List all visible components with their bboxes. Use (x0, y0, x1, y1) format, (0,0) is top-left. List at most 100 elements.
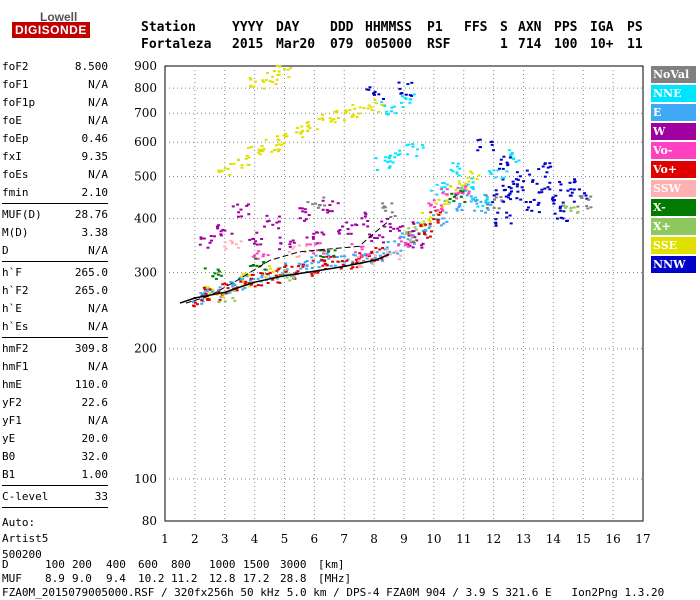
data-point-sse (335, 111, 339, 114)
data-point-vo- (261, 255, 265, 258)
data-point-w (325, 209, 329, 211)
data-point-sse (427, 218, 431, 221)
data-point-ssw (230, 241, 234, 244)
param-name: B1 (2, 468, 16, 481)
data-point-e (192, 301, 195, 304)
data-point-vo- (436, 219, 440, 222)
data-point-w (375, 237, 379, 240)
data-point-nne (374, 157, 378, 160)
data-point-vo- (461, 192, 465, 195)
data-point-x- (217, 300, 221, 303)
y-tick-label: 200 (134, 342, 157, 356)
data-point-x- (414, 228, 418, 231)
data-point-x- (211, 275, 215, 278)
data-point-e (305, 264, 309, 267)
data-point-nne (510, 151, 514, 154)
param-value: 20.0 (81, 432, 109, 445)
x-tick-label: 8 (370, 532, 378, 546)
data-point-vo- (283, 266, 287, 268)
data-point-x- (262, 261, 266, 263)
data-point-ssw (229, 239, 233, 242)
data-point-w (316, 231, 320, 234)
data-point-vo- (297, 265, 300, 268)
data-point-vo- (355, 262, 359, 264)
data-point-ssw (239, 240, 243, 243)
data-point-x- (214, 277, 218, 280)
data-point-vo- (457, 191, 461, 194)
param-separator (2, 507, 108, 508)
data-point-vo- (200, 299, 204, 302)
data-point-nnw (511, 180, 515, 183)
data-point-w (311, 236, 315, 238)
data-point-vo- (359, 253, 363, 256)
param-name: foF2 (2, 60, 29, 73)
data-point-e (455, 209, 459, 212)
header-value-pps: 100 (554, 37, 578, 52)
data-point-nnw (498, 167, 501, 170)
data-point-ssw (389, 253, 393, 256)
data-point-w (312, 237, 315, 240)
data-point-w (363, 215, 367, 218)
footer-muf-value: 8.9 (45, 572, 65, 585)
data-point-w (199, 237, 203, 240)
data-point-ssw (223, 245, 227, 248)
data-point-e (346, 258, 350, 261)
data-point-vo- (256, 284, 260, 287)
data-point-nne (441, 182, 445, 184)
data-point-nne (455, 171, 459, 174)
data-point-vo- (271, 278, 275, 281)
data-point-sse (428, 220, 432, 223)
data-point-nne (463, 189, 467, 192)
data-point-nnw (503, 188, 507, 191)
header-label-ffs: FFS (464, 20, 488, 35)
data-point-nne (388, 155, 392, 158)
data-point-vo- (398, 237, 402, 240)
data-point-w (328, 204, 332, 206)
data-point-vo- (339, 267, 343, 270)
data-point-w (298, 217, 302, 220)
data-point-sse (355, 116, 359, 119)
data-point-e (417, 232, 421, 234)
data-point-w (411, 221, 415, 224)
data-point-nnw (489, 141, 493, 143)
header-value-hhmmss: 005000 (365, 37, 412, 52)
data-point-w (412, 230, 416, 232)
data-point-e (314, 254, 318, 257)
data-point-nne (394, 112, 398, 115)
data-point-sse (272, 70, 276, 72)
data-point-sse (344, 110, 348, 113)
data-point-x- (217, 270, 221, 273)
data-point-sse (264, 79, 268, 81)
param-name: h`F (2, 266, 22, 279)
data-point-x- (565, 205, 569, 208)
data-point-nnw (408, 94, 412, 97)
data-point-e (439, 224, 443, 227)
data-point-sse (466, 176, 470, 179)
trace-line (179, 253, 390, 304)
data-point-nnw (368, 86, 372, 89)
param-value: 265.0 (74, 266, 108, 279)
data-point-w (231, 205, 235, 208)
data-point-sse (278, 65, 282, 68)
data-point-nnw (566, 219, 569, 222)
data-point-e (480, 209, 484, 212)
data-point-ssw (292, 245, 296, 248)
x-tick-label: 4 (251, 532, 259, 546)
data-point-sse (351, 103, 355, 106)
data-point-vo- (441, 192, 445, 195)
data-point-nnw (506, 164, 510, 167)
data-point-e (385, 246, 389, 249)
data-point-nnw (537, 191, 541, 194)
data-point-nnw (404, 93, 408, 96)
footer-muf-value: 17.2 (243, 572, 270, 585)
data-point-vo- (341, 263, 345, 266)
data-point-sse (448, 185, 452, 187)
data-point-sse (229, 163, 233, 165)
data-point-vo- (310, 272, 314, 275)
data-point-nne (411, 145, 415, 148)
data-point-sse (296, 126, 300, 129)
data-point-nne (457, 174, 461, 177)
data-point-w (331, 200, 335, 203)
data-point-sse (221, 296, 225, 299)
data-point-vo- (409, 234, 413, 237)
